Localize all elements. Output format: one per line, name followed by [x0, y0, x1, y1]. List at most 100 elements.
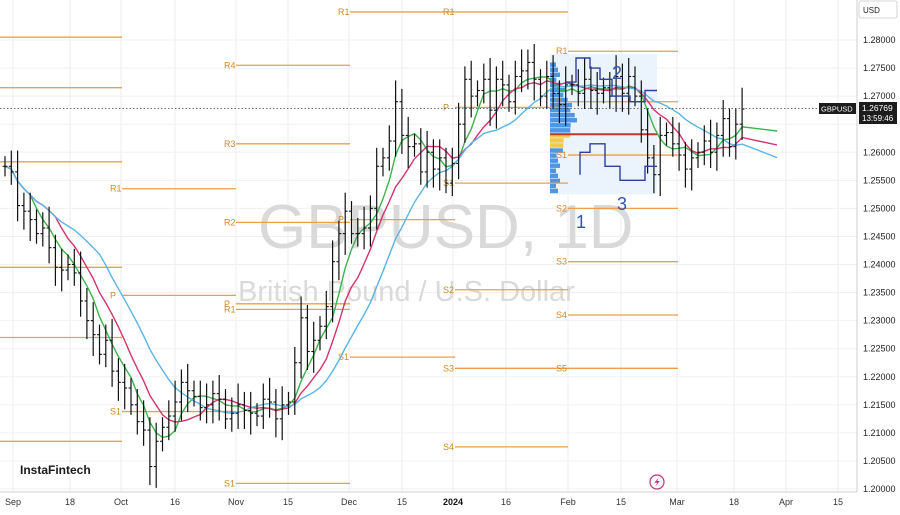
time-tick-label: 15: [833, 497, 843, 507]
price-bar: [8, 150, 14, 185]
price-bar: [594, 71, 600, 115]
price-bar: [330, 240, 335, 323]
time-tick-label: 15: [397, 497, 407, 507]
profile-bar: [550, 87, 565, 93]
price-bar: [27, 192, 33, 241]
price-axis[interactable]: 1.28000 1.27500 1.27000 1.26000 1.25500 1.250…: [863, 35, 896, 494]
price-tick-label: 1.23500: [863, 288, 896, 298]
price-bar: [733, 108, 739, 160]
pivot-label: P: [338, 215, 344, 225]
price-tick-label: 1.24000: [863, 260, 896, 270]
price-bar: [418, 128, 424, 185]
price-bar: [204, 383, 209, 424]
price-bar: [286, 391, 291, 415]
profile-bar: [550, 143, 564, 148]
pivot-label: R4: [224, 60, 236, 70]
pivot-label: S2: [556, 203, 567, 213]
profile-bar: [550, 133, 570, 138]
price-bar: [456, 102, 461, 180]
last-price-value: 1.26769: [862, 103, 893, 113]
price-bar: [21, 192, 27, 230]
price-bar: [550, 55, 556, 110]
watermark-description: British Pound / U.S. Dollar: [238, 276, 575, 308]
price-bar: [292, 347, 298, 415]
price-bar: [311, 321, 317, 373]
time-tick-label: 2024: [443, 497, 463, 507]
price-bar: [90, 302, 96, 356]
price-tick-label: 1.27000: [863, 91, 896, 101]
price-channel: [565, 57, 657, 181]
pivot-label: R3: [224, 139, 236, 149]
annotation-1: 1: [576, 212, 586, 232]
profile-bar: [550, 188, 558, 194]
pivot-label: S4: [556, 310, 567, 320]
price-tick-label: 1.23000: [863, 316, 896, 326]
slow-moving-average: [4, 84, 778, 414]
price-bar: [620, 63, 625, 112]
price-bar: [405, 116, 411, 168]
time-tick-label: Mar: [669, 497, 685, 507]
time-tick-label: 16: [170, 497, 180, 507]
lightning-icon[interactable]: [649, 474, 665, 490]
pivot-label: S1: [224, 478, 235, 488]
price-tick-label: 1.25000: [863, 203, 896, 213]
price-bar: [538, 69, 543, 107]
price-bar: [191, 380, 197, 407]
profile-bar: [550, 173, 558, 179]
price-bar: [71, 248, 77, 286]
time-tick-label: Sep: [5, 497, 21, 507]
symbol-tag: GBPUSD: [819, 103, 856, 114]
price-bar: [235, 383, 241, 429]
pivot-label: R1: [224, 304, 236, 314]
price-bar: [386, 125, 392, 171]
price-bar: [506, 74, 512, 112]
profile-bar: [550, 92, 564, 98]
price-bar: [380, 147, 386, 177]
price-bar: [185, 363, 191, 413]
profile-bar: [550, 138, 564, 143]
price-bar: [368, 195, 373, 247]
pivot-label: P: [443, 102, 449, 112]
price-tick-label: 1.25500: [863, 175, 896, 185]
price-bar: [103, 324, 109, 368]
price-bar: [273, 389, 279, 438]
price-bar: [462, 66, 468, 143]
price-bar: [437, 139, 443, 191]
price-bar: [153, 422, 159, 488]
price-bar: [645, 108, 650, 174]
price-bar: [519, 49, 524, 93]
pivot-label: R1: [110, 184, 122, 194]
price-bar: [298, 296, 304, 379]
price-bar: [34, 209, 39, 244]
price-bar: [128, 377, 134, 415]
price-bar: [179, 369, 184, 421]
time-tick-label: Nov: [228, 497, 245, 507]
time-axis[interactable]: Sep 18 Oct 16 Nov 15 Dec 15 2024 16 Feb 15 Mar 18 Apr 1…: [5, 497, 843, 507]
price-bar: [65, 254, 71, 281]
annotation-2: 2: [612, 63, 622, 83]
price-bar: [632, 66, 638, 107]
time-tick-label: Oct: [114, 497, 129, 507]
price-bar: [210, 380, 216, 424]
price-bar: [216, 375, 222, 421]
price-bar: [424, 130, 430, 188]
channel-upper: [565, 57, 657, 103]
price-bar: [59, 248, 65, 292]
profile-bar: [550, 183, 556, 189]
countdown-timer: 13:59:46: [862, 114, 894, 123]
price-bars: [2, 43, 745, 488]
currency-dropdown[interactable]: USD: [858, 0, 898, 19]
time-tick-label: Apr: [779, 497, 793, 507]
profile-bar: [550, 168, 556, 173]
price-tick-label: 1.21000: [863, 428, 896, 438]
profile-bar: [550, 107, 571, 113]
profile-bar: [550, 67, 558, 72]
price-bar: [475, 80, 480, 107]
price-bar: [512, 60, 518, 115]
price-bar: [323, 290, 329, 340]
price-bar: [544, 60, 550, 110]
price-bar: [78, 251, 83, 317]
price-tick-label: 1.20000: [863, 484, 896, 494]
